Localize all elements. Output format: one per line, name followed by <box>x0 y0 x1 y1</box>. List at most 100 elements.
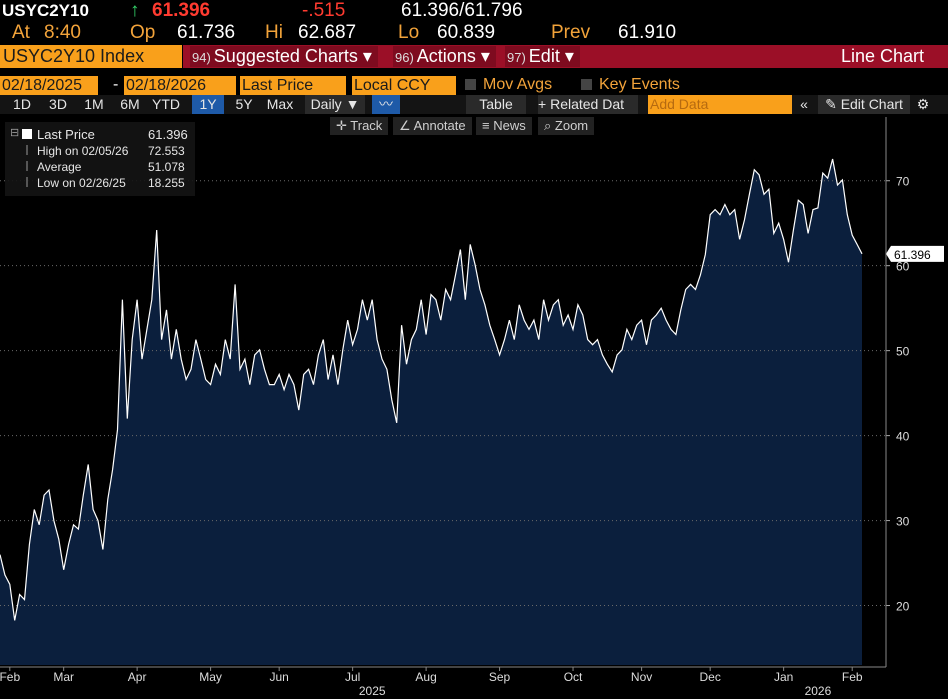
x-tick-label: Aug <box>415 670 436 684</box>
field-select[interactable]: Last Price <box>240 76 346 95</box>
chart-type: Line Chart <box>840 46 924 66</box>
legend-label: Low on 02/26/25 <box>37 176 126 190</box>
legend-value: 51.078 <box>148 160 185 174</box>
x-tick-label: Nov <box>631 670 652 684</box>
x-tick-label: Apr <box>128 670 147 684</box>
frequency-label: Daily <box>310 96 342 112</box>
table-button[interactable]: Table <box>466 95 526 114</box>
tool-zoom[interactable]: ⌕ Zoom <box>538 117 595 135</box>
period-button[interactable]: YTD <box>152 96 180 112</box>
menu-suggested[interactable]: 94) Suggested Charts ▾ <box>190 46 378 67</box>
y-tick-label: 60 <box>896 260 910 274</box>
legend-value: 61.396 <box>148 127 188 142</box>
tool-label: Track <box>350 118 383 133</box>
legend-collapse: ⊟ <box>10 127 19 139</box>
bid-ask: 61.396/61.796 <box>401 0 523 21</box>
menu-label: Suggested Charts <box>213 46 358 66</box>
tool-label: News <box>493 118 526 133</box>
legend-value: 18.255 <box>148 176 185 190</box>
tool-track[interactable]: ✛ Track <box>330 117 389 135</box>
menu-edit[interactable]: 97) Edit ▾ <box>505 46 580 67</box>
legend-box <box>5 122 195 196</box>
currency-select[interactable]: Local CCY <box>352 76 456 95</box>
menu-number: 94) <box>192 50 211 65</box>
menu-actions[interactable]: 96) Actions ▾ <box>393 46 496 67</box>
period-button[interactable]: 1D <box>13 96 31 112</box>
menu-number: 96) <box>395 50 414 65</box>
checkbox[interactable] <box>465 79 476 90</box>
ticker: USYC2Y10 <box>2 1 89 20</box>
open-label: Op <box>130 22 156 43</box>
year-label: 2026 <box>805 684 832 698</box>
legend-label: High on 02/05/26 <box>37 144 129 158</box>
net-change: -.515 <box>302 0 346 21</box>
price-line <box>0 158 863 621</box>
legend-label: Last Price <box>37 127 95 142</box>
period-button[interactable]: 6M <box>120 96 140 112</box>
security-field[interactable]: USYC2Y10 Index <box>0 45 182 68</box>
tool-news[interactable]: ≡ News <box>476 117 532 135</box>
x-tick-label: Jun <box>269 670 288 684</box>
x-tick-label: Sep <box>489 670 511 684</box>
x-tick-label: Jul <box>345 670 360 684</box>
related-data[interactable]: + Related Dat <box>538 95 638 114</box>
checkbox[interactable] <box>581 79 592 90</box>
y-tick-label: 20 <box>896 600 910 614</box>
y-tick-label: 50 <box>896 345 910 359</box>
time-label: At <box>12 22 30 43</box>
up-arrow: ↑ <box>130 0 140 21</box>
legend-value: 72.553 <box>148 144 185 158</box>
period-button[interactable]: 3D <box>49 96 67 112</box>
last-value-tag <box>886 245 944 262</box>
open: 61.736 <box>177 22 236 43</box>
tool-label: Annotate <box>413 118 466 133</box>
mov-avgs[interactable]: Mov Avgs <box>483 76 553 93</box>
date-separator: - <box>113 76 119 93</box>
x-tick-label: Dec <box>699 670 720 684</box>
x-tick-label: Oct <box>564 670 583 684</box>
x-tick-label: May <box>199 670 222 684</box>
edit-chart-label: Edit Chart <box>840 96 903 112</box>
y-tick-label: 30 <box>896 515 910 529</box>
period-button[interactable]: 1M <box>84 96 104 112</box>
line-icon[interactable]: 〰 <box>372 95 400 114</box>
period-button[interactable]: 1Y <box>192 95 224 114</box>
end-date[interactable]: 02/18/2026 <box>124 76 236 95</box>
x-tick-label: Feb <box>0 670 20 684</box>
tool-label: Zoom <box>554 118 589 133</box>
frequency[interactable]: Daily ▼ <box>305 95 365 114</box>
last-price: 61.396 <box>152 0 211 21</box>
menu-label: Actions <box>416 46 476 66</box>
settings[interactable]: ⚙ <box>916 96 930 112</box>
key-events[interactable]: Key Events <box>599 76 680 93</box>
menu-label: Edit <box>528 46 560 66</box>
last-value-label: 61.396 <box>894 248 931 262</box>
high-label: Hi <box>265 22 283 43</box>
x-tick-label: Jan <box>774 670 793 684</box>
x-tick-label: Mar <box>53 670 74 684</box>
high: 62.687 <box>298 22 357 43</box>
low: 60.839 <box>437 22 496 43</box>
edit-chart[interactable]: ✎ Edit Chart <box>818 95 910 114</box>
period-button[interactable]: 5Y <box>235 96 253 112</box>
add-data[interactable]: Add Data <box>648 95 792 114</box>
start-date[interactable]: 02/18/2025 <box>0 76 98 95</box>
time: 8:40 <box>44 22 81 43</box>
legend-label: Average <box>37 160 82 174</box>
x-tick-label: Feb <box>842 670 863 684</box>
low-label: Lo <box>398 22 420 43</box>
area <box>0 159 862 665</box>
collapse[interactable]: « <box>800 96 808 112</box>
related-data-label: Related Dat <box>550 96 625 112</box>
y-tick-label: 40 <box>896 430 910 444</box>
prev-label: Prev <box>551 22 591 43</box>
menu-number: 97) <box>507 50 526 65</box>
period-button[interactable]: Max <box>266 96 294 112</box>
tool-annotate[interactable]: ∠ Annotate <box>393 117 472 135</box>
legend-swatch <box>22 129 32 139</box>
y-tick-label: 70 <box>896 175 910 189</box>
year-label: 2025 <box>359 684 386 698</box>
prev: 61.910 <box>618 22 677 43</box>
